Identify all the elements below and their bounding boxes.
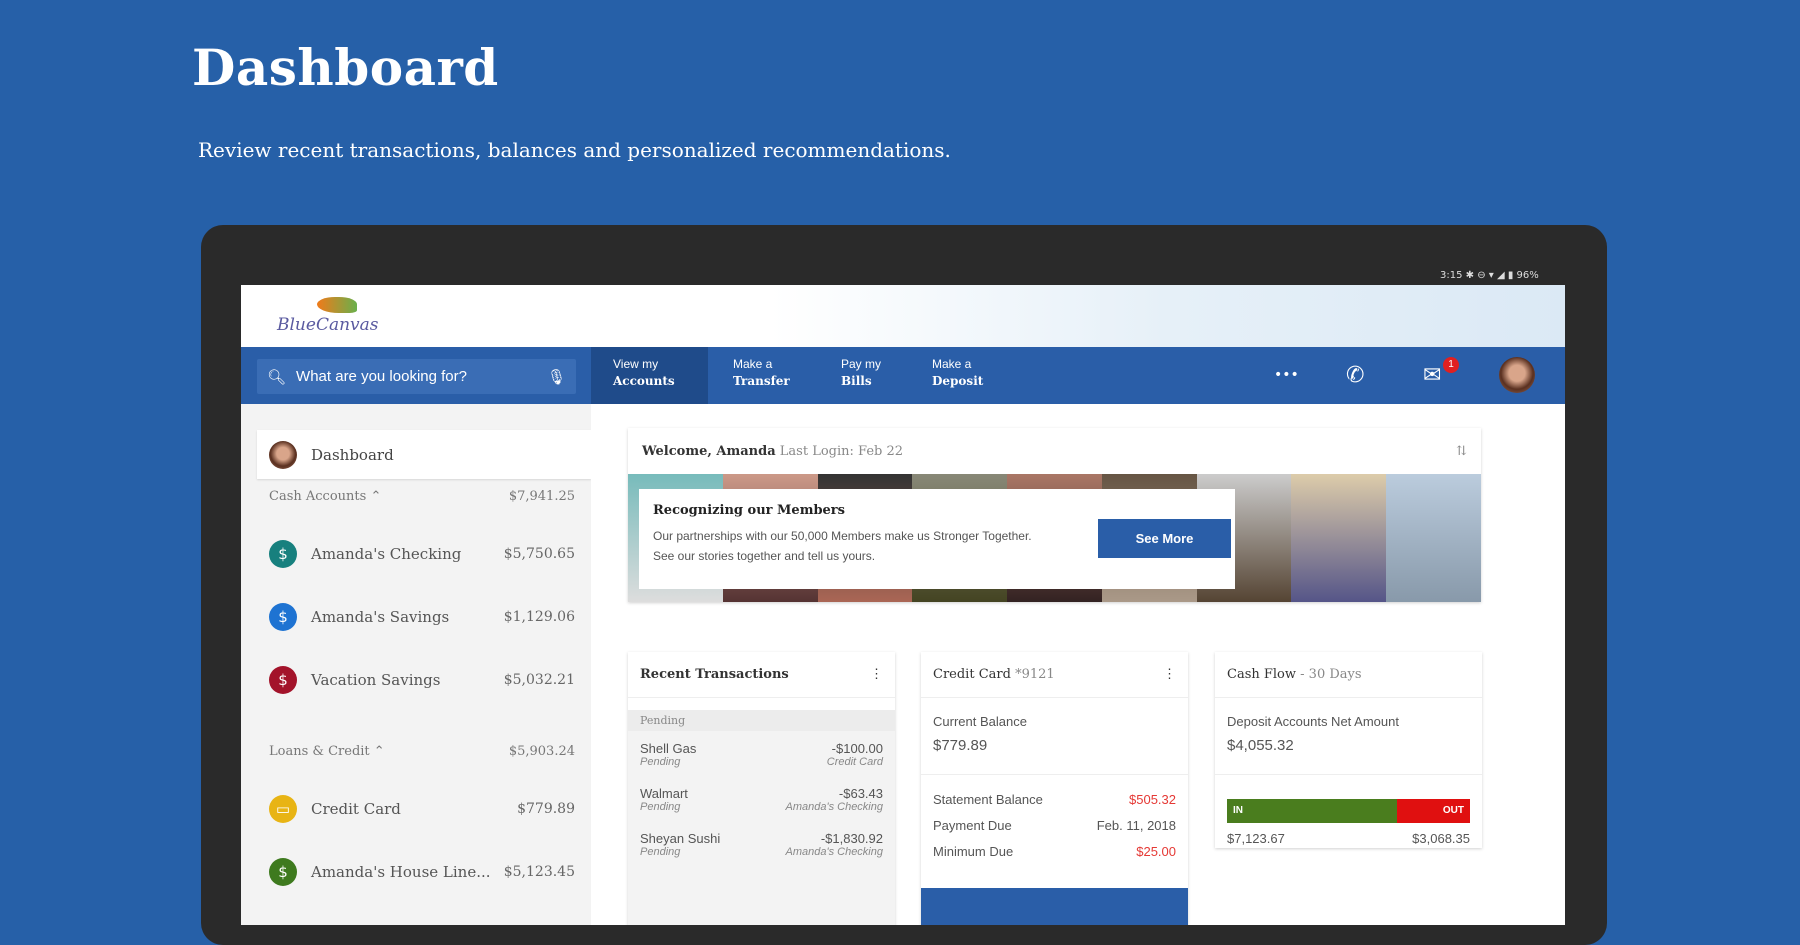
account-checking[interactable]: $ Amanda's Checking $5,750.65 (241, 537, 591, 571)
status-bar: 3:15 ✱ ⊖ ▾ ◢ ▮ 96% (1440, 270, 1539, 281)
mail-icon[interactable]: ✉ (1423, 363, 1442, 388)
out-amount: $3,068.35 (1412, 831, 1470, 846)
net-amount: $4,055.32 (1227, 737, 1294, 754)
nav-pay-bills[interactable]: Pay my Bills (841, 357, 882, 388)
cash-flow-bar: IN OUT (1227, 799, 1470, 823)
last-login: Last Login: Feb 22 (779, 443, 904, 459)
app-screen: BlueCanvas 🔍︎ What are you looking for? … (241, 285, 1565, 925)
recent-transactions-card: Recent Transactions ⋮ Pending Shell Gas -$… (628, 652, 895, 925)
nav-bar: 🔍︎ What are you looking for? 🎙︎ View my A… (241, 347, 1565, 404)
search-input[interactable]: 🔍︎ What are you looking for? 🎙︎ (257, 359, 576, 394)
promo-title: Recognizing our Members (653, 503, 845, 518)
make-payment-button[interactable] (921, 888, 1188, 925)
pending-header: Pending (628, 710, 895, 731)
sidebar: Dashboard Cash Accounts ⌃ $7,941.25 $ Aman… (241, 404, 591, 925)
transaction-row[interactable]: Shell Gas -$100.00 Pending Credit Card (640, 741, 883, 768)
main-content: Welcome, Amanda Last Login: Feb 22 ⇅ Reco… (591, 404, 1565, 925)
dollar-icon: $ (269, 666, 297, 694)
customize-icon[interactable]: ⇅ (1456, 443, 1467, 459)
net-amount-label: Deposit Accounts Net Amount (1227, 714, 1399, 729)
phone-icon[interactable]: ✆ (1346, 363, 1365, 388)
page-subtitle: Review recent transactions, balances and… (198, 138, 951, 162)
in-bar: IN (1227, 799, 1398, 823)
dollar-icon: $ (269, 603, 297, 631)
nav-view-accounts[interactable]: View my Accounts (591, 347, 708, 404)
account-house-line[interactable]: $ Amanda's House Line... $5,123.45 (241, 855, 591, 889)
search-placeholder: What are you looking for? (296, 368, 467, 385)
app-header: BlueCanvas (241, 285, 1565, 347)
chevron-up-icon: ⌃ (370, 489, 382, 504)
sidebar-item-dashboard[interactable]: Dashboard (257, 430, 591, 479)
dollar-icon: $ (269, 540, 297, 568)
search-icon: 🔍︎ (267, 368, 287, 386)
credit-card-icon: ▭ (269, 795, 297, 823)
transaction-row[interactable]: Walmart -$63.43 Pending Amanda's Checking (640, 786, 883, 813)
dashboard-label: Dashboard (311, 445, 394, 464)
promo-text: Our partnerships with our 50,000 Members… (653, 529, 1032, 563)
account-savings[interactable]: $ Amanda's Savings $1,129.06 (241, 600, 591, 634)
page-title: Dashboard (192, 38, 499, 97)
chevron-up-icon: ⌃ (373, 744, 385, 759)
account-vacation[interactable]: $ Vacation Savings $5,032.21 (241, 663, 591, 697)
greeting: Welcome, Amanda (642, 443, 776, 459)
see-more-button[interactable]: See More (1098, 519, 1231, 558)
cash-flow-card: Cash Flow - 30 Days Deposit Accounts Net… (1215, 652, 1482, 848)
kebab-menu-icon[interactable]: ⋮ (1163, 667, 1176, 682)
dollar-icon: $ (269, 858, 297, 886)
nav-make-transfer[interactable]: Make a Transfer (733, 357, 790, 388)
out-bar: OUT (1397, 799, 1470, 823)
welcome-card: Welcome, Amanda Last Login: Feb 22 ⇅ Reco… (628, 428, 1482, 602)
more-icon[interactable]: ••• (1274, 367, 1299, 383)
logo[interactable]: BlueCanvas (277, 295, 387, 339)
mail-badge: 1 (1443, 357, 1459, 373)
section-cash-accounts[interactable]: Cash Accounts ⌃ $7,941.25 (269, 489, 575, 504)
current-balance-label: Current Balance (933, 714, 1027, 729)
credit-card-card: Credit Card *9121 ⋮ Current Balance $779.… (921, 652, 1188, 925)
current-balance: $779.89 (933, 737, 988, 754)
account-credit-card[interactable]: ▭ Credit Card $779.89 (241, 792, 591, 826)
promo-banner: Recognizing our Members Our partnerships… (639, 489, 1235, 589)
transaction-row[interactable]: Sheyan Sushi -$1,830.92 Pending Amanda's C… (640, 831, 883, 858)
microphone-icon[interactable]: 🎙︎ (546, 368, 566, 386)
kebab-menu-icon[interactable]: ⋮ (870, 667, 883, 682)
in-amount: $7,123.67 (1227, 831, 1285, 846)
section-loans-credit[interactable]: Loans & Credit ⌃ $5,903.24 (269, 744, 575, 759)
nav-make-deposit[interactable]: Make a Deposit (932, 357, 984, 388)
avatar (269, 440, 297, 469)
profile-avatar[interactable] (1499, 357, 1535, 393)
